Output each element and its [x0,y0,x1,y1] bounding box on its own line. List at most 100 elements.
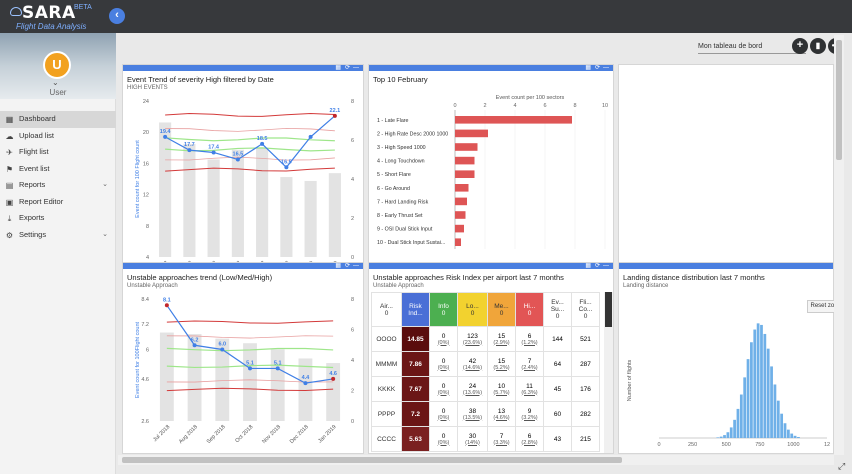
dashboard-select[interactable]: Mon tableau de bord ▼ [698,41,806,54]
bar [215,338,230,421]
bar [243,343,257,421]
refresh-icon[interactable]: ⟳ [344,263,350,269]
trash-icon: ▮ [815,41,821,50]
horizontal-scrollbar-thumb[interactable] [122,457,622,463]
column-header[interactable]: Me... 0 [487,292,516,327]
cell-value: 0 [441,357,446,365]
series-point [308,134,313,139]
y-axis-label: Number of flights [627,359,633,401]
grid-icon[interactable]: ▦ [585,263,591,269]
y-tick-label-right: 6 [351,328,354,334]
vertical-scrollbar[interactable] [834,35,844,455]
sidebar-item-reports[interactable]: ▤ Reports ⌄ [0,177,116,194]
minimize-icon[interactable]: — [603,263,609,269]
sidebar-item-dashboard[interactable]: ▦ Dashboard [0,111,116,128]
cell-percent: (3.3%) [493,439,510,446]
y-axis-label: Event count for 100Flight count [135,321,141,398]
table-row[interactable]: PPPP 7.2 0 (0%) 38 (13.5%) 13 (4.6%) 9 (3.2%) 60 28… [371,401,600,427]
cell-info: 0 (0%) [429,326,458,352]
sidebar-item-report-editor[interactable]: ▣ Report Editor [0,194,116,211]
table-scrollbar-thumb[interactable] [605,292,612,327]
sidebar-item-upload-list[interactable]: ☁ Upload list [0,128,116,145]
bar [207,159,220,257]
chevron-down-icon[interactable]: ⌄ [102,230,108,238]
logo-subtitle: Flight Data Analysis [16,22,87,31]
horizontal-scrollbar[interactable] [118,455,834,465]
sidebar-item-flight-list[interactable]: ✈ Flight list [0,144,116,161]
refresh-icon[interactable]: ⟳ [594,263,600,269]
control-line [166,335,334,339]
table-row[interactable]: KKKK 7.67 0 (0%) 24 (13.6%) 10 (5.7%) 11 (6.3%) 45… [371,376,600,402]
histogram-bar [719,436,723,438]
cell-airport: KKKK [371,376,402,402]
grid-icon[interactable]: ▦ [335,263,341,269]
histogram-bar [756,323,760,438]
cell-percent: (2.4%) [521,364,538,371]
histogram-bar [723,435,726,438]
x-tick-label: 0 [453,103,456,109]
add-widget-button[interactable]: + [792,38,808,54]
sidebar-item-exports[interactable]: ⤓ Exports [0,210,116,227]
bar [298,358,313,421]
sidebar-collapse-button[interactable]: ‹ [109,8,125,24]
minimize-icon[interactable]: — [603,65,609,71]
control-line [165,127,335,132]
table-scrollbar[interactable] [604,292,613,453]
histogram-bar [726,432,730,438]
y-tick-label-right: 4 [351,177,354,183]
column-header[interactable]: Info 0 [429,292,458,327]
bar [280,177,293,257]
grid-icon[interactable]: ▦ [335,65,341,71]
refresh-icon[interactable]: ⟳ [344,65,350,71]
histogram-bar [733,419,736,438]
sidebar: U ⌄ User ▦ Dashboard ☁ Upload list ✈ Flight l… [0,33,116,474]
table-row[interactable]: MMMM 7.86 0 (0%) 42 (14.6%) 15 (5.2%) 7 (2.4%) 64 2… [371,351,600,377]
chevron-down-icon[interactable]: ⌄ [52,78,59,87]
x-tick-label: 8 [573,103,576,109]
cell-airport: PPPP [371,401,402,427]
y-tick-label-left: 7.2 [141,322,149,328]
column-header-filter: 0 [470,309,475,317]
chevron-down-icon[interactable]: ⌄ [102,181,108,188]
bar [455,156,475,165]
y-tick-label-left: 12 [143,193,149,199]
cell-value: 287 [580,360,591,368]
sidebar-item-settings[interactable]: ⚙ Settings ⌄ [0,227,116,244]
column-header-filter: 0 [583,313,588,320]
delete-dashboard-button[interactable]: ▮ [810,38,826,54]
column-header[interactable]: Fli... Co... 0 [571,292,600,327]
panel-title: Landing distance distribution last 7 mon… [623,273,765,282]
cell-percent: (0%) [437,439,450,446]
refresh-icon[interactable]: ⟳ [594,65,600,71]
column-header-filter: 0 [555,313,560,320]
cell-info: 0 (0%) [429,426,458,452]
avatar[interactable]: U [43,51,71,79]
grid-icon[interactable]: ▦ [585,65,591,71]
category-label: 8 - Early Thrust Set [377,213,423,219]
sara-logo[interactable]: SARA BETA Flight Data Analysis [8,3,108,31]
sidebar-item-event-list[interactable]: ⚑ Event list [0,161,116,178]
category-label: 3 - High Speed 1000 [377,145,426,151]
table-row[interactable]: OOOO 14.85 0 (0%) 123 (23.6%) 15 (2.9%) 6 (1.2%) 1… [371,326,600,352]
series-point [163,134,168,139]
x-tick-label: 4 [513,103,516,109]
airplane-icon: ✈ [6,148,13,157]
column-header[interactable]: Lo... 0 [457,292,488,327]
minimize-icon[interactable]: — [353,65,359,71]
column-header[interactable]: Air... 0 [371,292,402,327]
table-row[interactable]: CCCC 5.63 0 (0%) 30 (14%) 7 (3.3%) 6 (2.8%) 43 215 [371,426,600,452]
cell-value: 60 [553,410,562,418]
top-bar: SARA BETA Flight Data Analysis ‹ [0,0,852,33]
column-header[interactable]: Ev... Su... 0 [543,292,572,327]
vertical-scrollbar-thumb[interactable] [836,40,842,160]
resize-icon[interactable]: ⤢ [838,461,846,471]
column-header[interactable]: Risk Ind... [401,292,430,327]
column-header[interactable]: Hi... 0 [515,292,544,327]
sidebar-item-label: Flight list [19,147,49,156]
control-line [166,364,334,369]
minimize-icon[interactable]: — [353,263,359,269]
control-line [166,320,334,324]
logo-beta: BETA [74,4,92,11]
